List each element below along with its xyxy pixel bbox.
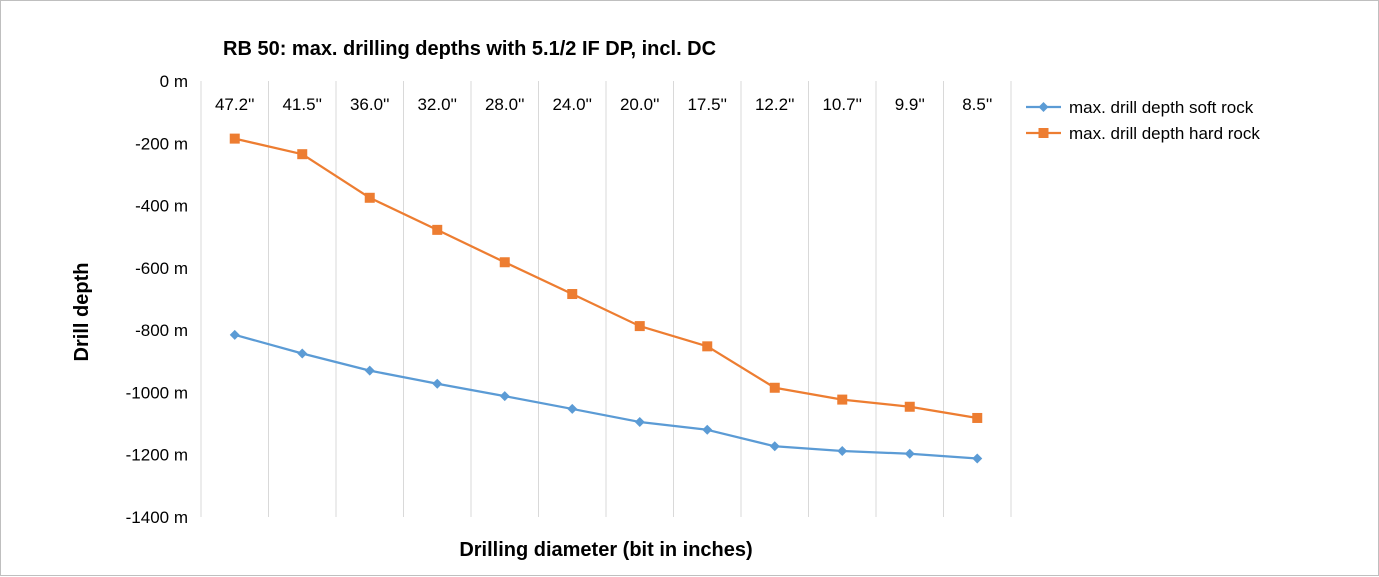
x-tick-label: 32.0'' xyxy=(417,95,457,114)
x-tick-label: 10.7'' xyxy=(822,95,862,114)
x-tick-label: 28.0'' xyxy=(485,95,525,114)
y-tick-labels: 0 m -200 m -400 m -600 m -800 m -1000 m -1200 … xyxy=(126,72,188,527)
x-tick-label: 20.0'' xyxy=(620,95,660,114)
data-point xyxy=(432,378,443,389)
data-point xyxy=(837,394,848,405)
grid-lines xyxy=(200,81,1012,517)
chart-title: RB 50: max. drilling depths with 5.1/2 I… xyxy=(223,38,716,60)
data-point xyxy=(499,391,510,402)
data-point xyxy=(432,224,443,235)
legend-label: max. drill depth soft rock xyxy=(1069,98,1254,117)
data-point xyxy=(904,401,915,412)
y-tick-label: -200 m xyxy=(135,134,188,153)
legend-marker xyxy=(1038,128,1049,138)
series-line-2 xyxy=(234,137,978,420)
y-axis-title: Drill depth xyxy=(71,263,93,362)
data-point xyxy=(769,382,780,393)
series-layer xyxy=(229,133,983,464)
y-tick-label: -600 m xyxy=(135,259,188,278)
legend-label: max. drill depth hard rock xyxy=(1069,124,1260,143)
x-tick-label: 41.5'' xyxy=(282,95,322,114)
x-tick-labels: 47.2'' 41.5'' 36.0'' 32.0'' 28.0'' 24.0'' 20.0… xyxy=(215,95,992,114)
data-point xyxy=(769,441,780,452)
data-point xyxy=(567,403,578,414)
x-tick-label: 36.0'' xyxy=(350,95,390,114)
y-tick-label: -1400 m xyxy=(126,508,188,527)
x-tick-label: 9.9'' xyxy=(895,95,925,114)
data-point xyxy=(972,412,983,423)
data-point xyxy=(364,192,375,203)
series-line-1 xyxy=(234,333,978,460)
data-point xyxy=(499,257,510,268)
x-tick-label: 47.2'' xyxy=(215,95,255,114)
y-tick-label: -1200 m xyxy=(126,446,188,465)
x-tick-label: 17.5'' xyxy=(687,95,727,114)
data-point xyxy=(837,445,848,456)
data-point xyxy=(229,133,240,144)
data-point xyxy=(634,321,645,332)
y-tick-label: -400 m xyxy=(135,197,188,216)
data-point xyxy=(364,365,375,376)
x-tick-label: 12.2'' xyxy=(755,95,795,114)
data-point xyxy=(297,348,308,359)
data-point xyxy=(229,329,240,340)
y-tick-label: 0 m xyxy=(160,72,188,91)
data-point xyxy=(567,289,578,300)
data-point xyxy=(297,149,308,160)
legend: max. drill depth soft rock max. drill dep… xyxy=(1026,98,1260,143)
x-axis-title: Drilling diameter (bit in inches) xyxy=(459,539,752,561)
data-point xyxy=(702,424,713,435)
data-point xyxy=(972,453,983,464)
legend-marker xyxy=(1038,102,1049,112)
x-tick-label: 8.5'' xyxy=(962,95,992,114)
x-tick-label: 24.0'' xyxy=(552,95,592,114)
data-point xyxy=(634,417,645,428)
data-point xyxy=(702,341,713,352)
y-tick-label: -1000 m xyxy=(126,383,188,402)
y-tick-label: -800 m xyxy=(135,321,188,340)
data-point xyxy=(904,448,915,459)
